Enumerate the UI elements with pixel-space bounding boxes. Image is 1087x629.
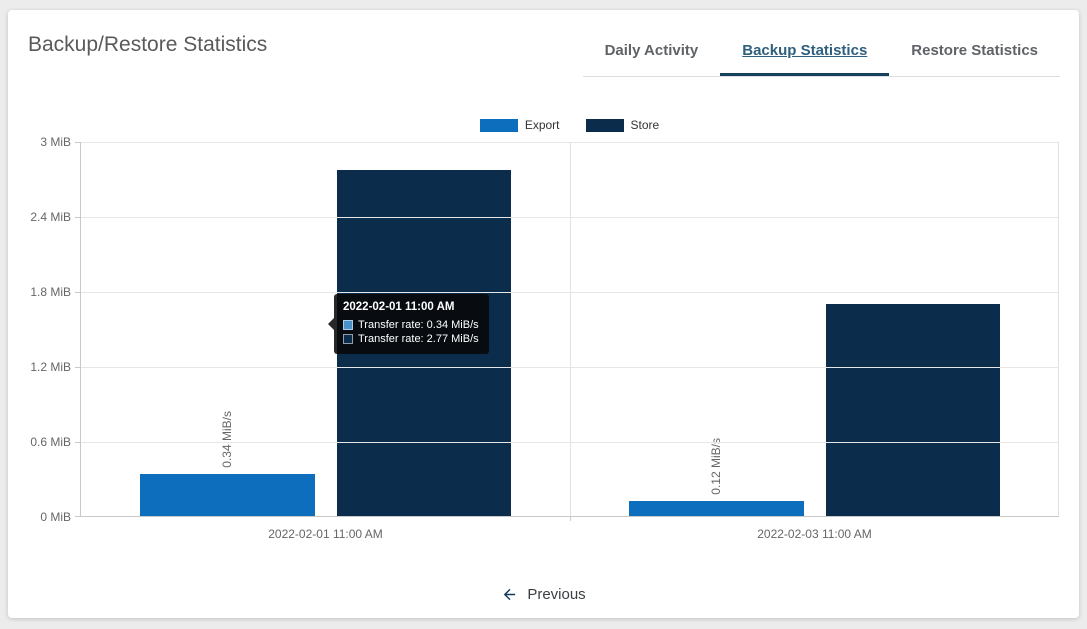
bar-chart: Export Store 0.34 MiB/s 0.12 MiB/s 2022-02… xyxy=(8,110,1079,541)
y-axis-label: 0.6 MiB xyxy=(30,435,71,449)
legend-label: Store xyxy=(630,118,660,132)
bar-group: 0.34 MiB/s xyxy=(81,142,570,516)
x-axis-label: 2022-02-03 11:00 AM xyxy=(757,527,872,541)
y-axis-tick xyxy=(75,516,81,517)
horizontal-gridline xyxy=(81,142,1059,143)
bar-cell xyxy=(825,142,1001,516)
y-axis-label: 2.4 MiB xyxy=(30,210,71,224)
legend-swatch-icon xyxy=(585,118,624,132)
bar-value-label: 0.34 MiB/s xyxy=(220,410,235,468)
bar-export-1[interactable] xyxy=(628,501,804,516)
horizontal-gridline xyxy=(81,292,1059,293)
legend-item-store[interactable]: Store xyxy=(585,118,660,132)
x-axis-label: 2022-02-01 11:00 AM xyxy=(268,527,383,541)
bar-export-0[interactable] xyxy=(139,473,315,516)
y-axis-label: 1.2 MiB xyxy=(30,360,71,374)
statistics-card: Backup/Restore Statistics Daily Activity… xyxy=(8,10,1079,618)
y-axis-tick xyxy=(75,442,81,443)
x-axis-tick xyxy=(570,516,571,521)
horizontal-gridline xyxy=(81,217,1059,218)
legend-item-export[interactable]: Export xyxy=(479,118,560,132)
bar-cell: 0.12 MiB/s xyxy=(628,142,804,516)
y-axis-tick xyxy=(75,217,81,218)
y-axis-tick xyxy=(75,367,81,368)
bar-store-1[interactable] xyxy=(825,303,1001,516)
y-axis-tick xyxy=(75,292,81,293)
tab-restore-statistics[interactable]: Restore Statistics xyxy=(911,42,1038,59)
y-axis-label: 0 MiB xyxy=(40,510,71,524)
legend-swatch-icon xyxy=(479,118,518,132)
y-axis-tick xyxy=(75,142,81,143)
arrow-left-icon xyxy=(504,588,516,601)
y-axis-label: 1.8 MiB xyxy=(30,285,71,299)
y-axis-label: 3 MiB xyxy=(40,135,71,149)
tab-backup-statistics[interactable]: Backup Statistics xyxy=(720,28,890,76)
bar-value-label: 0.12 MiB/s xyxy=(709,438,724,495)
bar-cell: 0.34 MiB/s xyxy=(139,142,315,516)
header: Backup/Restore Statistics Daily Activity… xyxy=(8,10,1079,77)
vertical-gridline xyxy=(570,142,571,521)
horizontal-gridline xyxy=(81,442,1059,443)
bar-group: 0.12 MiB/s xyxy=(570,142,1059,516)
previous-label: Previous xyxy=(527,586,586,603)
tab-bar: Daily Activity Backup Statistics Restore… xyxy=(582,28,1060,77)
tab-daily-activity[interactable]: Daily Activity xyxy=(604,42,699,59)
horizontal-gridline xyxy=(81,367,1059,368)
page-title: Backup/Restore Statistics xyxy=(28,33,268,56)
bar-cell xyxy=(336,142,512,516)
plot-area: 0.34 MiB/s 0.12 MiB/s 2022-02-01 11:00 AM… xyxy=(30,135,1059,541)
bar-groups: 0.34 MiB/s 0.12 MiB/s xyxy=(81,142,1059,516)
pagination: Previous xyxy=(8,582,1079,607)
legend-label: Export xyxy=(524,118,560,132)
chart-legend: Export Store xyxy=(80,118,1059,132)
right-border-gridline xyxy=(1058,142,1059,516)
previous-button[interactable]: Previous xyxy=(493,582,593,607)
bar-store-0[interactable] xyxy=(336,169,512,516)
